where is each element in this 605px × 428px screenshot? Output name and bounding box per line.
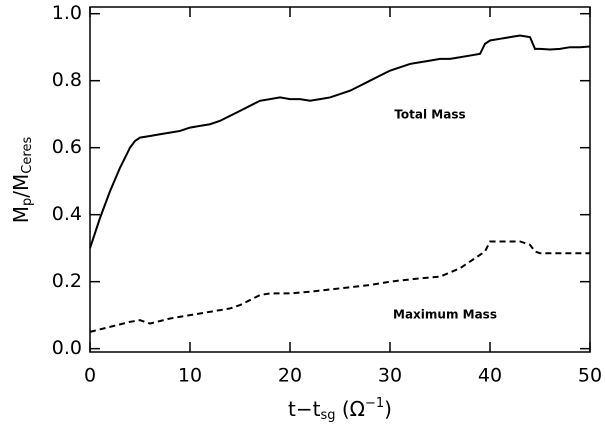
y-tick-label: 0.6: [52, 136, 82, 158]
y-tick-label: 1.0: [52, 2, 82, 24]
plot-frame: [89, 6, 591, 353]
x-tick-label: 0: [84, 365, 96, 387]
annotation: Maximum Mass: [393, 308, 497, 322]
y-axis-label: Mp/MCeres: [9, 137, 35, 224]
data-line: [89, 34, 591, 249]
y-tick-label: 0.2: [52, 270, 82, 292]
x-tick-label: 20: [278, 365, 302, 387]
x-tick-label: 40: [478, 365, 502, 387]
x-tick-label: 10: [178, 365, 202, 387]
x-tick-label: 50: [578, 365, 602, 387]
x-axis-label: t−tsg (Ω−1): [288, 396, 392, 423]
y-tick-label: 0.0: [52, 337, 82, 359]
y-tick-label: 0.4: [52, 203, 82, 225]
annotation: Total Mass: [394, 108, 465, 122]
data-line: [89, 240, 590, 333]
y-tick-label: 0.8: [52, 69, 82, 91]
x-tick-label: 30: [378, 365, 402, 387]
